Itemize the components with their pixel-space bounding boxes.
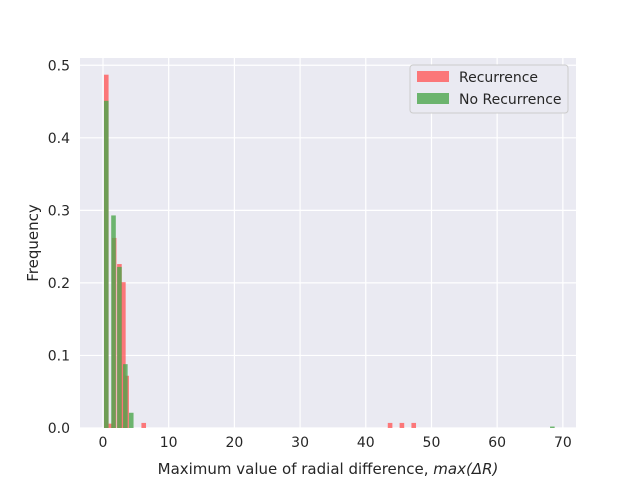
histogram-bars (103, 74, 555, 428)
y-axis-label: Frequency (24, 204, 42, 282)
x-tick-labels: 0 10 20 30 40 50 60 70 (99, 435, 572, 451)
y-tick-label: 0.0 (48, 421, 70, 437)
bar-recurrence (121, 282, 126, 428)
bar-recurrence (141, 422, 147, 428)
y-tick-label: 0.2 (48, 276, 70, 292)
y-tick-label: 0.5 (48, 58, 70, 74)
bar-recurrence (399, 422, 405, 428)
x-tick-label: 70 (554, 435, 572, 451)
y-tick-labels: 0.0 0.1 0.2 0.3 0.4 0.5 (48, 58, 70, 437)
y-tick-label: 0.3 (48, 203, 70, 219)
bar-no-recurrence (123, 364, 128, 428)
bar-recurrence (411, 422, 417, 428)
bar-no-recurrence (117, 266, 122, 428)
legend-label-recurrence: Recurrence (459, 70, 538, 86)
x-tick-label: 30 (291, 435, 309, 451)
legend-swatch-no-recurrence (417, 93, 449, 104)
legend: Recurrence No Recurrence (409, 64, 569, 114)
x-tick-label: 10 (160, 435, 178, 451)
x-axis-label: Maximum value of radial difference, max(… (158, 460, 499, 478)
bar-no-recurrence (128, 412, 134, 428)
x-tick-label: 60 (488, 435, 506, 451)
x-tick-label: 0 (99, 435, 108, 451)
y-tick-label: 0.4 (48, 131, 70, 147)
legend-box (409, 64, 569, 114)
bar-no-recurrence (111, 215, 116, 428)
legend-label-no-recurrence: No Recurrence (459, 92, 562, 108)
legend-swatch-recurrence (417, 71, 449, 82)
bar-no-recurrence (550, 426, 555, 428)
y-tick-label: 0.1 (48, 348, 70, 364)
plot-background (80, 58, 576, 428)
bar-no-recurrence (103, 100, 109, 428)
x-tick-label: 40 (357, 435, 375, 451)
x-tick-label: 20 (225, 435, 243, 451)
bar-recurrence (108, 423, 114, 428)
bar-recurrence (387, 422, 393, 428)
x-tick-label: 50 (423, 435, 441, 451)
grid-lines (80, 58, 576, 429)
